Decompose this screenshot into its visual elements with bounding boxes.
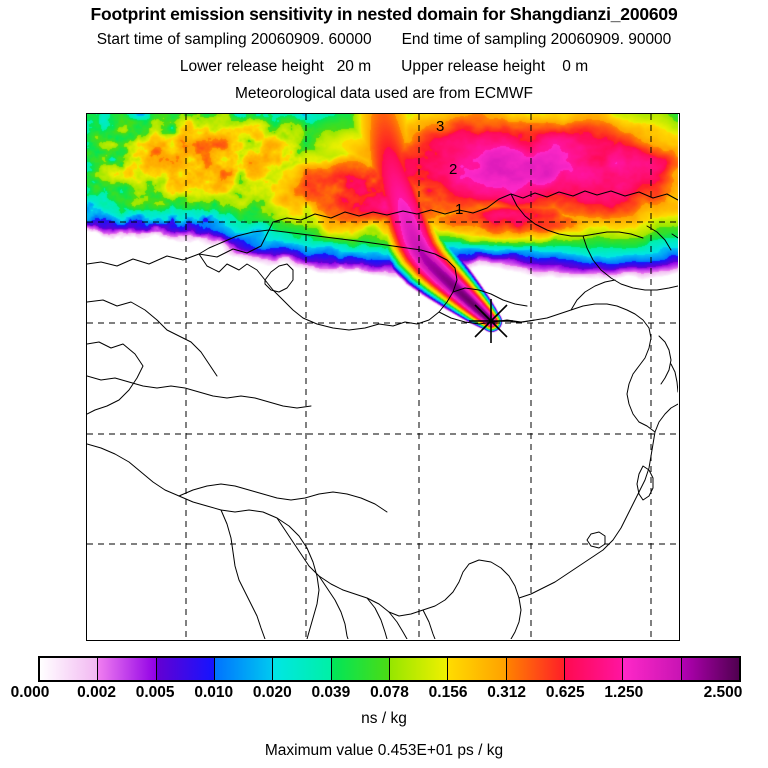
colorbar-tick-8: 0.312 xyxy=(487,684,527,701)
colorbar-gradient xyxy=(38,656,741,682)
colorbar-segment-7 xyxy=(448,658,507,680)
colorbar-segment-4 xyxy=(273,658,332,680)
trajectory-label-3: 3 xyxy=(436,118,445,135)
colorbar-tick-9: 0.625 xyxy=(545,684,585,701)
colorbar-tick-4: 0.020 xyxy=(252,684,292,701)
start-time-label: Start time of sampling 20060909. 60000 xyxy=(96,31,372,48)
colorbar-tick-3: 0.010 xyxy=(194,684,234,701)
trajectory-label-1: 1 xyxy=(455,201,464,218)
colorbar-tick-10: 1.250 xyxy=(604,684,644,701)
colorbar-segment-6 xyxy=(389,658,449,680)
colorbar-segment-8 xyxy=(506,658,565,680)
colorbar-tick-11: 2.500 xyxy=(703,684,743,701)
colorbar-segment-11 xyxy=(681,658,739,680)
colorbar-segment-3 xyxy=(214,658,274,680)
sampling-time-line: Start time of sampling 20060909. 60000 En… xyxy=(0,31,768,49)
end-time-label: End time of sampling 20060909. 90000 xyxy=(401,31,672,48)
lower-release-height-label: Lower release height 20 m xyxy=(179,58,372,75)
colorbar-segment-0 xyxy=(40,658,99,680)
colorbar-tick-labels: 0.000 0.002 0.005 0.010 0.020 0.039 0.078 0.156… xyxy=(0,684,768,704)
colorbar-tick-1: 0.002 xyxy=(77,684,116,701)
colorbar-segment-1 xyxy=(98,658,157,680)
colorbar-tick-0: 0.000 xyxy=(10,684,50,701)
map-plot-frame: 3 2 1 xyxy=(86,113,680,641)
release-height-line: Lower release height 20 m Upper release h… xyxy=(0,58,768,76)
colorbar-tick-2: 0.005 xyxy=(135,684,175,701)
met-data-label: Meteorological data used are from ECMWF xyxy=(234,85,534,102)
upper-release-height-label: Upper release height 0 m xyxy=(401,58,589,75)
trajectory-label-2: 2 xyxy=(449,161,458,178)
release-site-star-icon xyxy=(469,299,513,343)
colorbar-segment-5 xyxy=(331,658,390,680)
map-overlay xyxy=(87,114,678,639)
colorbar-tick-7: 0.156 xyxy=(428,684,468,701)
page-title: Footprint emission sensitivity in nested… xyxy=(90,4,678,24)
colorbar-segment-2 xyxy=(156,658,215,680)
footprint-plume-raster xyxy=(87,114,678,639)
colorbar-tick-5: 0.039 xyxy=(311,684,351,701)
maximum-value-label: Maximum value 0.453E+01 ps / kg xyxy=(264,742,504,759)
colorbar xyxy=(38,656,741,682)
coastline-borders xyxy=(87,190,678,639)
colorbar-unit-label: ns / kg xyxy=(361,710,407,727)
map-plot-area: 3 2 1 xyxy=(87,114,679,640)
colorbar-segment-10 xyxy=(623,658,682,680)
colorbar-segment-9 xyxy=(564,658,624,680)
colorbar-tick-6: 0.078 xyxy=(370,684,409,701)
